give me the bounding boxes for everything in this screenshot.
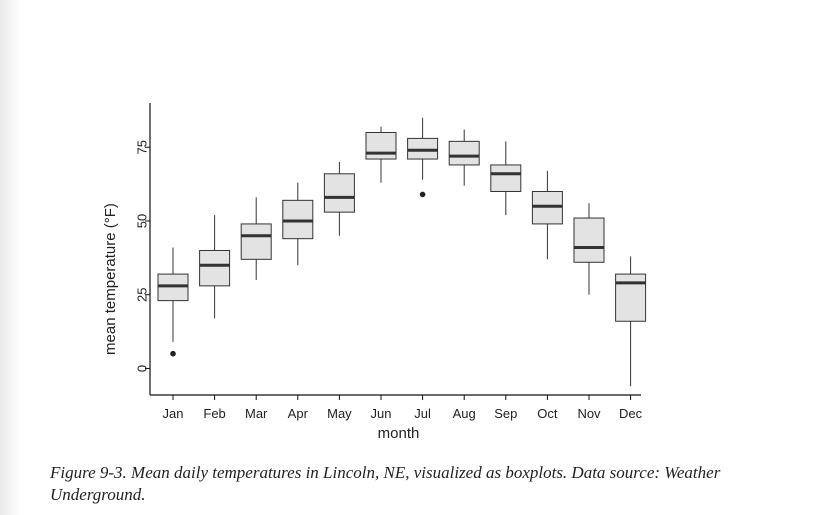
x-tick-label: Sep xyxy=(494,406,517,421)
figure-caption: Figure 9-3. Mean daily temperatures in L… xyxy=(50,463,721,504)
x-tick-label: Feb xyxy=(203,406,225,421)
box-mar xyxy=(240,197,272,280)
outlier-point xyxy=(419,191,426,198)
x-tick-label: Jun xyxy=(371,406,392,421)
y-tick-label: 25 xyxy=(135,287,150,301)
x-tick-label: Mar xyxy=(245,406,268,421)
boxes-layer xyxy=(157,117,647,387)
box-nov xyxy=(573,203,605,295)
x-tick-label: Dec xyxy=(619,406,643,421)
x-tick-label: Jan xyxy=(163,406,184,421)
box-apr xyxy=(282,182,314,266)
outlier-point xyxy=(170,350,176,357)
box-iqr xyxy=(448,140,480,166)
y-tick-label: 0 xyxy=(135,365,150,372)
x-axis-title: month xyxy=(378,425,420,442)
box-jan xyxy=(157,247,189,357)
box-iqr xyxy=(615,273,647,322)
box-jun xyxy=(365,126,397,183)
box-aug xyxy=(448,129,480,186)
box-iqr xyxy=(199,249,231,287)
box-feb xyxy=(199,215,231,319)
y-tick-label: 75 xyxy=(135,140,150,154)
x-tick-label: May xyxy=(327,406,352,421)
boxplot-chart: 0 25 50 75 Jan Feb Mar Apr May Jun Jul Aug Sep Oct No… xyxy=(102,103,647,442)
box-iqr xyxy=(573,217,605,263)
x-tick-label: Jul xyxy=(414,406,431,421)
box-oct xyxy=(531,170,563,260)
x-tick-label: Aug xyxy=(453,406,476,421)
x-tick-label: Nov xyxy=(577,406,601,421)
x-tick-label: Apr xyxy=(288,406,309,421)
box-may xyxy=(323,161,355,236)
y-axis-title: mean temperature (°F) xyxy=(102,203,119,355)
box-dec xyxy=(615,256,647,387)
x-tick-label: Oct xyxy=(537,406,558,421)
box-iqr xyxy=(323,173,355,213)
box-iqr xyxy=(240,223,272,260)
box-sep xyxy=(490,141,522,216)
page-edge-shadow xyxy=(0,0,22,515)
y-tick-label: 50 xyxy=(135,214,150,228)
x-axis-ticks: Jan Feb Mar Apr May Jun Jul Aug Sep Oct Nov Dec xyxy=(163,395,643,421)
box-jul xyxy=(407,117,439,198)
box-iqr xyxy=(365,131,397,160)
y-axis-ticks: 0 25 50 75 xyxy=(135,140,150,372)
box-iqr xyxy=(490,164,522,192)
